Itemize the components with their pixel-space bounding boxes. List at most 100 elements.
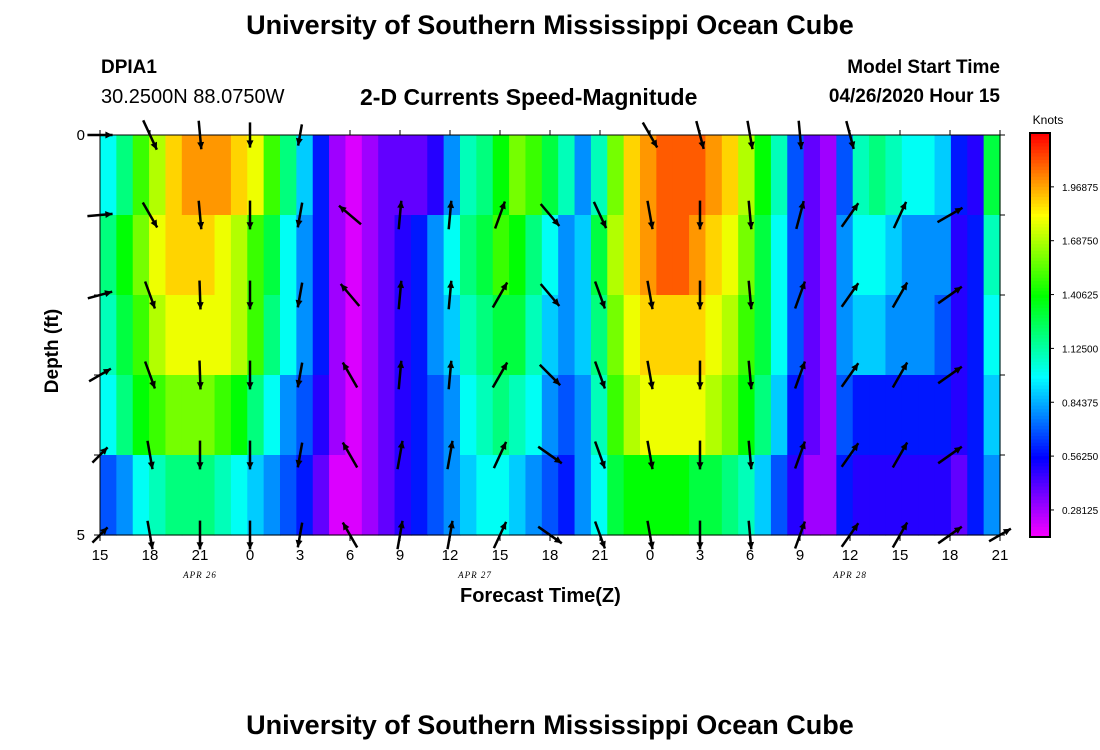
colorbar-segment <box>1030 321 1050 326</box>
heatmap-cell <box>460 135 477 216</box>
colorbar-segment <box>1030 523 1050 528</box>
heatmap-cell <box>852 455 870 536</box>
heatmap-cell <box>607 375 625 456</box>
heatmap-cell <box>394 375 412 456</box>
heatmap-cell <box>983 455 1001 536</box>
colorbar-segment <box>1030 244 1050 249</box>
current-vector-head <box>552 298 560 306</box>
current-vector-head <box>900 522 908 531</box>
heatmap-cell <box>803 455 821 536</box>
heatmap-cell <box>378 295 396 376</box>
heatmap-cell <box>950 455 968 536</box>
heatmap-cell <box>394 295 412 376</box>
current-vector-head <box>150 141 157 150</box>
current-vector-head <box>848 141 856 149</box>
current-vector-head <box>499 201 506 210</box>
colorbar-segment <box>1030 378 1050 383</box>
colorbar-segment <box>1030 402 1050 407</box>
heatmap-cell <box>100 455 117 536</box>
x-tick-label: 15 <box>492 547 509 564</box>
current-vector-head <box>696 382 704 390</box>
heatmap-cell <box>181 375 199 456</box>
heatmap-cell <box>590 215 608 296</box>
heatmap-cell <box>787 295 805 376</box>
heatmap-cell <box>885 215 903 296</box>
colorbar-label: Knots <box>1033 113 1064 127</box>
current-vector-head <box>647 221 655 230</box>
current-vector-head <box>851 283 859 292</box>
current-vector-head <box>552 218 560 226</box>
heatmap-cell <box>214 375 232 456</box>
current-vector-head <box>246 222 254 230</box>
heatmap-cell <box>705 375 723 456</box>
colorbar-tick-label: 1.96875 <box>1062 183 1099 194</box>
colorbar-segment <box>1030 250 1050 255</box>
current-vector-head <box>696 222 704 230</box>
colorbar-segment <box>1030 398 1050 403</box>
colorbar-segment <box>1030 170 1050 174</box>
heatmap-cell <box>787 215 805 296</box>
heatmap-cell <box>509 455 527 536</box>
heatmap-cell <box>967 375 985 456</box>
heatmap-cell <box>296 215 314 296</box>
heatmap-cell <box>918 295 936 376</box>
heatmap-cell <box>541 455 559 536</box>
heatmap-cell <box>149 455 167 536</box>
colorbar-tick-label: 0.56250 <box>1062 452 1099 463</box>
station-id: DPIA1 <box>101 57 157 78</box>
heatmap-cell <box>443 295 461 376</box>
heatmap-cell <box>132 215 150 296</box>
heatmap-cell <box>672 375 690 456</box>
current-vector-head <box>696 302 704 310</box>
heatmap-cell <box>967 295 985 376</box>
colorbar-segment <box>1030 355 1050 360</box>
colorbar-segment <box>1030 361 1050 366</box>
heatmap-cell <box>329 295 347 376</box>
heatmap-cell <box>820 295 837 376</box>
current-vector-head <box>851 523 859 532</box>
colorbar-segment <box>1030 254 1050 259</box>
colorbar-segment <box>1030 304 1050 309</box>
heatmap-cell <box>263 455 281 536</box>
current-vector-head <box>696 542 704 550</box>
heatmap-cell <box>116 215 134 296</box>
x-tick-label: 0 <box>246 547 254 564</box>
heatmap-cell <box>803 375 821 456</box>
current-vector-head <box>197 141 205 150</box>
x-tick-label: 9 <box>796 547 804 564</box>
heatmap-cell <box>803 135 821 216</box>
heatmap-cell <box>967 135 985 216</box>
heatmap-cell <box>149 295 167 376</box>
heatmap-cell <box>198 295 216 376</box>
heatmap-cell <box>132 455 150 536</box>
current-vector-head <box>147 541 155 550</box>
heatmap-cell <box>803 295 821 376</box>
heatmap-cell <box>378 215 396 296</box>
heatmap-cell <box>836 375 854 456</box>
colorbar-segment <box>1030 190 1050 195</box>
heatmap-cell <box>345 455 363 536</box>
heatmap-cell <box>770 295 788 376</box>
colorbar-segment <box>1030 166 1050 171</box>
heatmap-cell <box>901 295 919 376</box>
heatmap-cell <box>361 455 379 536</box>
colorbar-frame <box>1029 132 1051 538</box>
colorbar-segment <box>1030 163 1050 168</box>
heatmap-cell <box>443 375 461 456</box>
current-vector-head <box>900 362 908 371</box>
heatmap-cell <box>149 375 167 456</box>
heatmap-cell <box>967 455 985 536</box>
colorbar-segment <box>1030 395 1050 400</box>
colorbar-segment <box>1030 196 1050 201</box>
heatmap-cell <box>590 135 608 216</box>
heatmap-cell <box>378 455 396 536</box>
heatmap-cell <box>787 455 805 536</box>
heatmap-cell <box>950 295 968 376</box>
x-tick-label: 15 <box>92 547 109 564</box>
heatmap-cell <box>214 135 232 216</box>
colorbar-segment <box>1030 496 1050 501</box>
heatmap-cell <box>247 135 265 216</box>
heatmap-cell <box>721 455 739 536</box>
heatmap-cell <box>312 135 330 216</box>
heatmap-cell <box>230 215 248 296</box>
